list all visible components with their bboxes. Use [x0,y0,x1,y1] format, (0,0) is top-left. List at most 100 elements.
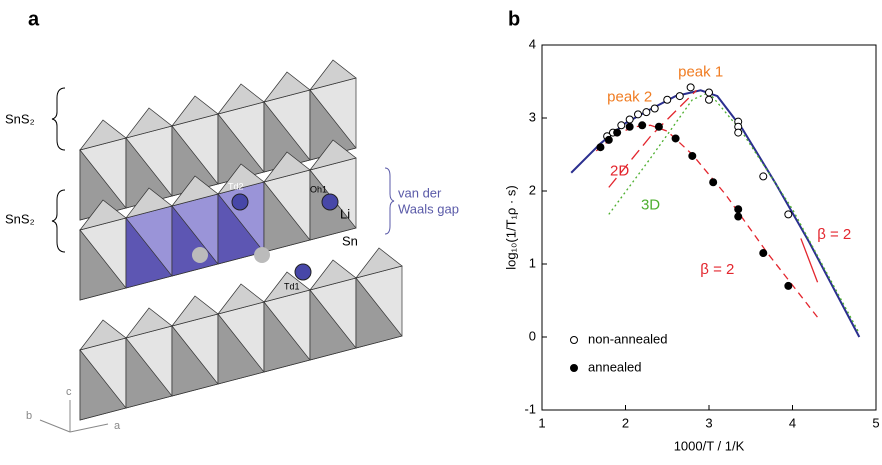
brace [51,189,66,253]
fit-line [570,89,861,338]
fit-line [608,89,697,188]
annotation: 2D [610,162,629,179]
point [734,212,743,221]
legend-label: annealed [588,359,642,374]
face [309,259,357,291]
y-tick-label: 0 [529,328,536,343]
fit-line [595,124,819,318]
face [79,119,127,151]
face [355,276,403,349]
face [263,180,311,253]
label: SnS₂ [5,211,35,226]
face [125,336,173,409]
face [263,300,311,373]
point [625,122,634,131]
y-tick-label: 3 [529,109,536,124]
legend-label: non-annealed [588,331,668,346]
annotation: peak 2 [607,89,652,106]
point [671,134,680,143]
face [217,83,265,115]
x-tick-label: 1 [538,415,545,430]
face [309,59,357,91]
label: Li [340,206,350,221]
y-tick-label: 1 [529,255,536,270]
panel-b: b 1 2 3 4 5 -1 0 1 2 3 4 1000/T / 1/K log₁₀(1/T₁ρ · … [503,8,879,453]
annotation: 3D [641,197,660,214]
point [705,95,713,104]
face [263,151,311,183]
structure [79,59,403,421]
label: Td2 [228,181,244,191]
brace [384,167,395,235]
atom [254,247,270,263]
face [309,139,357,171]
panel-a: a SnS₂ SnS₂ van der Waals gap Td2 Oh1 Li… [5,8,459,433]
face [263,71,311,103]
point [734,128,743,137]
face [171,175,219,207]
point [654,122,663,131]
face [217,283,265,315]
y-tick-label: 4 [529,36,536,51]
label: Waals gap [398,201,459,216]
face [309,288,357,361]
face [217,163,265,195]
label: Td1 [284,281,300,291]
point [663,95,672,104]
face [79,319,127,351]
point [734,205,743,214]
legend-marker [570,364,578,372]
y-tick-label: 2 [529,182,536,197]
face [217,312,265,385]
point [705,88,713,97]
point [784,281,793,290]
panel-label: a [28,8,40,30]
face [217,192,265,265]
x-tick-label: 2 [622,415,629,430]
label: c [66,386,72,398]
axes [39,400,109,433]
face [79,228,127,301]
label: van der [398,185,442,200]
y-tick-label: -1 [524,401,536,416]
face [355,247,403,279]
legend-marker [570,336,578,344]
face [125,187,173,219]
face [171,295,219,327]
face [125,216,173,289]
x-tick-label: 3 [705,415,712,430]
point [634,110,643,119]
x-axis-label: 1000/T / 1/K [674,438,745,453]
label: SnS₂ [5,111,35,126]
panel-label: b [508,8,520,30]
face [263,271,311,303]
point [686,83,695,92]
atom [231,193,249,211]
face [125,307,173,339]
point [709,178,718,187]
atom [321,193,339,211]
atom [192,247,208,263]
face [79,199,127,231]
point [784,210,793,219]
x-tick-label: 4 [789,415,796,430]
face [125,107,173,139]
point [625,115,634,124]
face [79,348,127,421]
annotation: β = 2 [700,261,734,278]
label: a [114,420,121,432]
atom [294,263,312,281]
point [604,135,613,144]
point [759,249,768,258]
brace [51,87,66,151]
point [688,151,697,160]
label: Sn [342,233,358,248]
point [638,121,647,130]
point [675,92,684,101]
face [171,324,219,397]
point [650,104,659,113]
point [613,128,622,137]
point [617,121,626,130]
annotation: β = 2 [817,226,851,243]
